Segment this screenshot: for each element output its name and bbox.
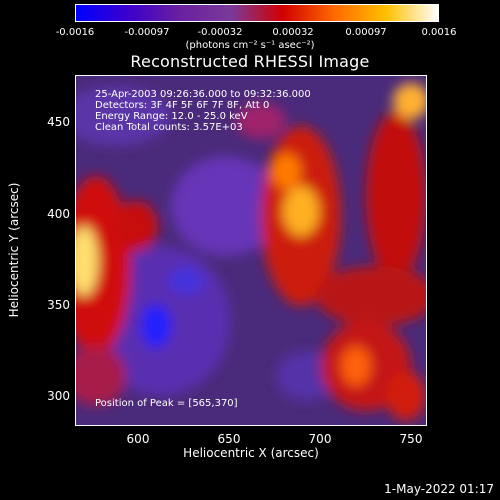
colorbar-tick: -0.0016	[55, 27, 95, 38]
colorbar-units: (photons cm⁻² s⁻¹ asec⁻²)	[185, 40, 315, 51]
colorbar-tick: -0.00097	[124, 27, 170, 38]
colorbar-tick: 0.0016	[421, 27, 457, 38]
y-axis-label: Heliocentric Y (arcsec)	[7, 182, 21, 318]
emission-region	[114, 201, 158, 251]
emission-region	[393, 83, 426, 119]
emission-region	[283, 186, 319, 236]
info-time-range: 25-Apr-2003 09:26:36.000 to 09:32:36.000	[95, 89, 311, 100]
colorbar-tick: 0.00032	[272, 27, 314, 38]
emission-region	[76, 86, 171, 146]
emission-region	[341, 346, 371, 386]
emission-region	[76, 226, 98, 296]
colorbar-tick: -0.00032	[197, 27, 243, 38]
colorbar	[75, 4, 439, 22]
x-tick-label: 750	[399, 432, 423, 446]
y-tick-label: 300	[47, 389, 70, 403]
info-detectors: Detectors: 3F 4F 5F 6F 7F 8F, Att 0	[95, 100, 270, 111]
emission-region	[366, 111, 426, 281]
colorbar-tick: 0.00097	[345, 27, 387, 38]
info-energy-range: Energy Range: 12.0 - 25.0 keV	[95, 111, 248, 122]
plot-title: Reconstructed RHESSI Image	[130, 52, 370, 71]
x-tick-label: 600	[126, 432, 150, 446]
emission-region	[236, 103, 286, 139]
emission-region	[386, 371, 426, 421]
emission-region	[76, 346, 126, 406]
info-clean-counts: Clean Total counts: 3.57E+03	[95, 122, 243, 133]
emission-region	[171, 156, 281, 256]
emission-region	[276, 351, 336, 401]
emission-region	[316, 266, 426, 326]
emission-region	[168, 267, 204, 295]
peak-position: Position of Peak = [565,370]	[95, 398, 238, 409]
rhessi-image	[75, 75, 427, 426]
heatmap-image	[76, 76, 426, 425]
x-tick-label: 700	[308, 432, 332, 446]
timestamp: 1-May-2022 01:17	[384, 482, 494, 496]
x-axis-label: Heliocentric X (arcsec)	[183, 446, 319, 460]
emission-region	[141, 304, 171, 348]
y-tick-label: 350	[47, 298, 70, 312]
x-tick-label: 650	[217, 432, 241, 446]
y-tick-label: 450	[47, 115, 70, 129]
emission-region	[271, 153, 301, 189]
y-tick-label: 400	[47, 207, 70, 221]
